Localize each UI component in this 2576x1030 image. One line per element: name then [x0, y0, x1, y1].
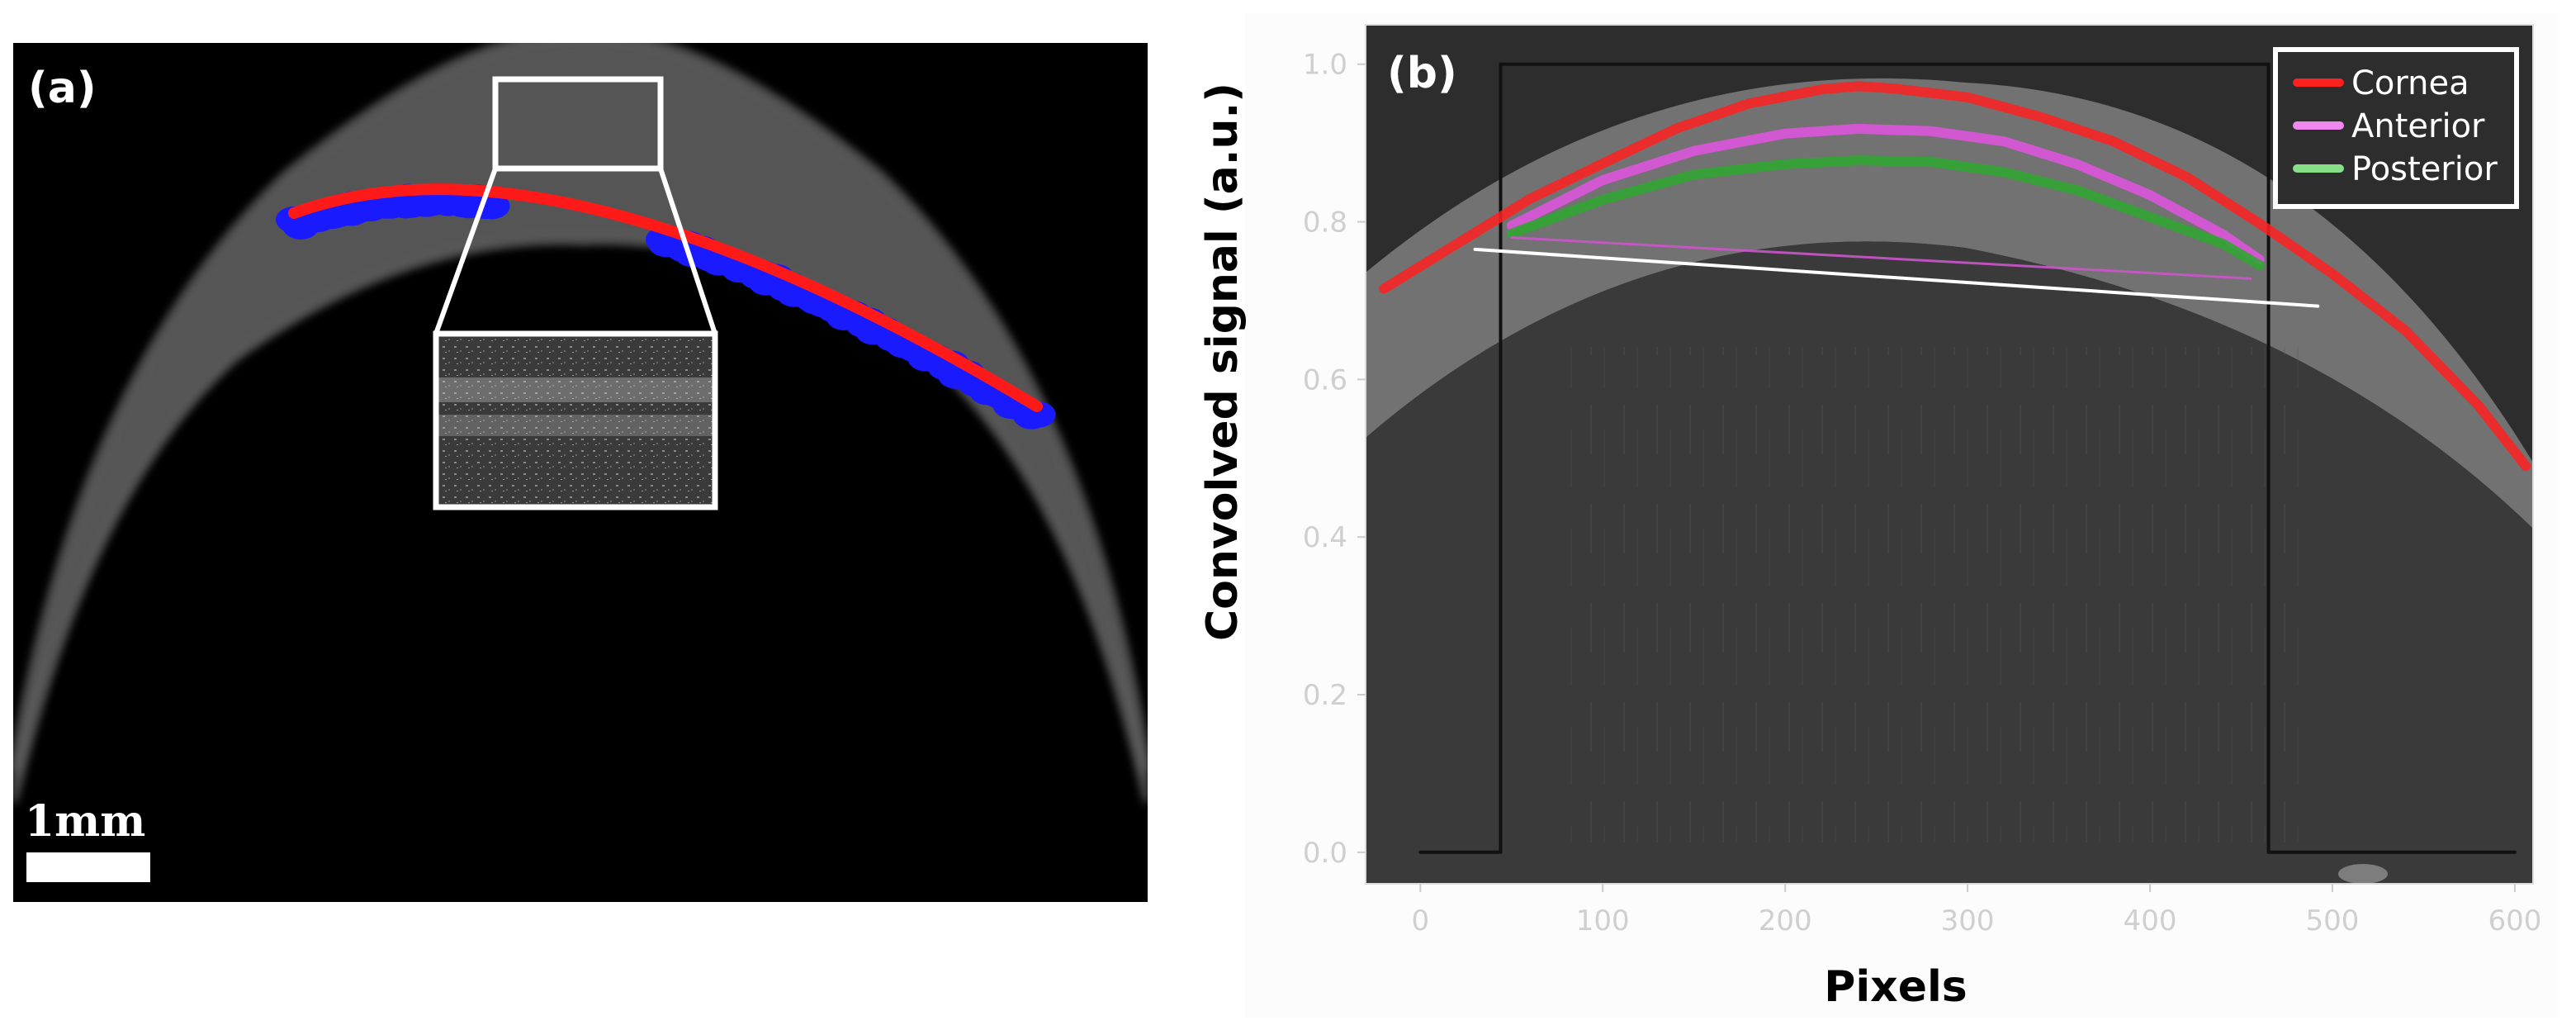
- panel-a-oct-image: (a) 1mm: [13, 43, 1148, 902]
- cornea-inner-boundary: [13, 238, 1148, 804]
- panel-a-canvas: (a) 1mm: [13, 43, 1148, 902]
- x-tick-label: 500: [2306, 904, 2360, 937]
- y-tick-label: 0.4: [1303, 521, 1347, 554]
- legend-items: Cornea Anterior Posterior: [2293, 64, 2498, 188]
- x-tick-label: 100: [1576, 904, 1630, 937]
- series-line-convolved-signal: [1418, 62, 2517, 854]
- zoom-connector-left: [433, 167, 498, 335]
- series-line-cornea: [1379, 81, 2531, 472]
- legend: Cornea Anterior Posterior: [2273, 47, 2519, 209]
- y-tick-label: 0.6: [1303, 363, 1347, 396]
- plot-area-border: [1365, 24, 2534, 885]
- background-cornea-band: [1366, 78, 2533, 529]
- series-line-chord-anterior: [1510, 236, 2252, 280]
- x-tick-label: 600: [2488, 904, 2541, 937]
- y-tick-label: 1.0: [1303, 49, 1347, 82]
- zoom-region-box: [492, 76, 664, 172]
- scale-bar-line: [26, 852, 150, 882]
- series-line-anterior: [1506, 123, 2265, 265]
- x-tick-label: 0: [1411, 904, 1429, 937]
- panel-b-label: (b): [1387, 49, 1457, 98]
- zoom-inset: [433, 330, 718, 510]
- series-layer: [1379, 62, 2531, 854]
- y-tick-label: 0.0: [1303, 837, 1347, 870]
- scale-bar: 1mm: [25, 796, 150, 882]
- cornea-fit-curve: [288, 183, 1043, 412]
- x-axis: 0 100 200 300 400 500 600: [1411, 884, 2541, 937]
- scale-bar-label: 1mm: [25, 796, 145, 847]
- cornea-tissue-band: [13, 43, 1148, 902]
- legend-label: Posterior: [2351, 150, 2498, 188]
- detected-point: [1019, 401, 1056, 428]
- cornea-outer-boundary: [13, 43, 1148, 771]
- panel-a-label: (a): [28, 64, 97, 113]
- legend-label: Cornea: [2351, 64, 2469, 102]
- x-tick-label: 400: [2124, 904, 2177, 937]
- x-axis-title: Pixels: [1824, 962, 1968, 1012]
- series-line-posterior: [1506, 155, 2265, 270]
- y-axis: 0.0 0.2 0.4 0.6 0.8 1.0: [1303, 49, 1366, 870]
- x-tick-label: 300: [1941, 904, 1995, 937]
- series-line-chord: [1473, 247, 2320, 308]
- legend-label: Anterior: [2351, 107, 2485, 145]
- y-tick-label: 0.8: [1303, 206, 1347, 240]
- x-tick-label: 200: [1759, 904, 1812, 937]
- y-tick-label: 0.2: [1303, 679, 1347, 712]
- zoom-connector-right: [658, 168, 717, 335]
- y-axis-title: Convolved signal (a.u.): [1198, 83, 1248, 641]
